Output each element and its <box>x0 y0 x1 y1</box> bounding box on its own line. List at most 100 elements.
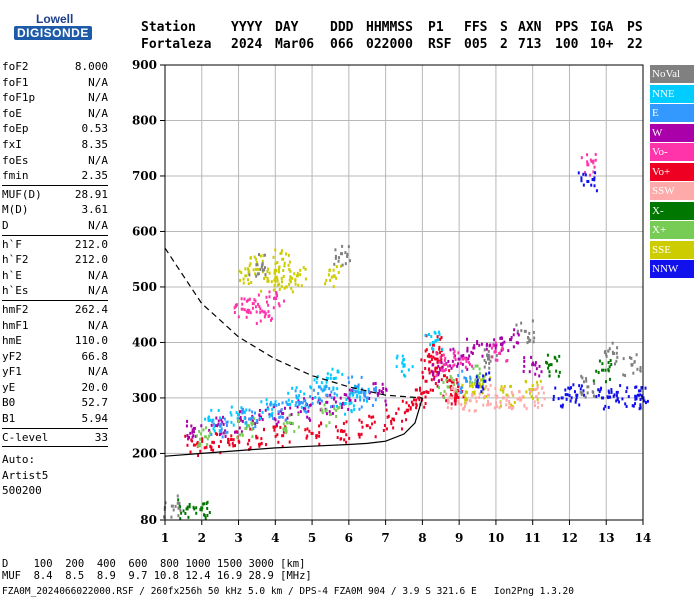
echo-point-nnw <box>639 389 642 393</box>
echo-point-nne <box>401 361 404 365</box>
echo-point-sse <box>254 267 257 271</box>
echo-point-e <box>226 420 229 424</box>
echo-point-vo <box>428 360 432 364</box>
echo-point-nnw <box>615 394 618 398</box>
echo-point-noval <box>586 391 589 395</box>
echo-point-nnw <box>591 178 594 182</box>
echo-point-sse <box>274 262 277 266</box>
echo-point-noval <box>483 358 486 362</box>
echo-point-vo <box>253 298 256 302</box>
echo-point-noval <box>580 374 583 378</box>
echo-point-nnw <box>476 383 479 387</box>
echo-point-vo <box>453 363 456 367</box>
echo-point-w <box>449 348 452 352</box>
echo-point-w <box>509 338 512 342</box>
echo-point-nnw <box>569 399 572 403</box>
echo-point-vo <box>403 411 406 415</box>
echo-point-ssw <box>468 409 471 413</box>
echo-point-w <box>376 391 380 395</box>
echo-point-e <box>360 390 363 394</box>
echo-point-ssw <box>533 400 536 404</box>
echo-point-noval <box>176 494 179 498</box>
echo-point-ssw <box>518 396 521 400</box>
echo-point-nnw <box>482 387 485 391</box>
echo-point-vo <box>392 426 395 430</box>
echo-point-e <box>320 387 323 391</box>
echo-point-x <box>333 407 336 411</box>
echo-point-x <box>179 505 182 509</box>
echo-point-w <box>251 419 254 423</box>
echo-point-sse <box>505 393 509 397</box>
echo-point-sse <box>278 265 281 269</box>
echo-point-vo <box>423 359 426 363</box>
echo-point-w <box>318 401 321 405</box>
echo-point-sse <box>471 391 474 395</box>
echo-point-noval <box>341 244 344 248</box>
param-label: fxI <box>2 137 22 151</box>
echo-point-vo <box>257 302 260 306</box>
echo-point-vo <box>260 441 263 445</box>
echo-point-vo <box>463 356 466 360</box>
echo-point-x <box>188 505 191 509</box>
param-value: 110.0 <box>74 334 108 348</box>
echo-point-vo <box>452 381 455 385</box>
echo-point-w <box>441 366 444 370</box>
param-row: B0 52.7 <box>2 395 108 411</box>
echo-point-e <box>352 387 355 391</box>
echo-point-vo <box>428 371 431 375</box>
echo-point-nne <box>245 408 248 412</box>
echo-point-sse <box>335 265 338 269</box>
echo-point-vo <box>415 388 418 392</box>
echo-point-ssw <box>496 394 499 398</box>
echo-point-x <box>244 426 248 430</box>
echo-point-sse <box>252 268 255 272</box>
x-tick-label: 2 <box>198 531 206 545</box>
echo-point-vo <box>434 381 437 385</box>
echo-point-nnw <box>597 388 600 392</box>
echo-point-vo <box>424 367 427 371</box>
header-value-1: 2024 <box>231 37 263 52</box>
echo-point-noval <box>603 350 606 354</box>
echo-point-e <box>295 401 298 405</box>
echo-point-sse <box>327 273 330 277</box>
echo-point-nnw <box>627 395 630 399</box>
echo-point-x <box>251 423 254 427</box>
echo-point-ssw <box>521 395 524 399</box>
echo-point-nne <box>291 399 294 403</box>
echo-point-ssw <box>529 389 532 393</box>
echo-point-w <box>341 401 344 405</box>
echo-point-sse <box>510 403 513 407</box>
echo-point-vo <box>446 376 449 380</box>
echo-point-ssw <box>450 386 453 390</box>
x-tick-label: 13 <box>598 531 615 545</box>
echo-point-vo <box>442 353 445 357</box>
echo-point-x <box>601 368 605 372</box>
echo-point-vo <box>462 395 465 399</box>
echo-point-nne <box>344 412 347 416</box>
echo-point-vo <box>464 365 467 369</box>
echo-point-vo <box>428 367 431 371</box>
echo-point-w <box>239 410 242 414</box>
param-label: B0 <box>2 396 16 410</box>
echo-point-nne <box>356 390 359 394</box>
echo-point-vo <box>435 366 438 370</box>
echo-point-w <box>510 336 513 340</box>
echo-point-noval <box>489 359 492 363</box>
echo-point-vo <box>373 420 376 424</box>
echo-point-e <box>318 385 321 389</box>
echo-point-nne <box>316 375 319 379</box>
param-value: N/A <box>88 91 108 105</box>
echo-point-e <box>277 410 281 414</box>
echo-point-w <box>259 415 262 419</box>
echo-point-noval <box>586 385 590 389</box>
echo-point-w <box>499 342 502 346</box>
echo-point-sse <box>288 260 291 264</box>
echo-point-vo <box>254 299 257 303</box>
echo-point-vo <box>592 159 595 163</box>
echo-point-x <box>198 444 201 448</box>
y-tick-label: 200 <box>132 446 157 460</box>
echo-point-ssw <box>502 387 505 391</box>
echo-point-nne <box>288 402 291 406</box>
echo-point-vo <box>453 396 457 400</box>
echo-point-sse <box>244 267 247 271</box>
